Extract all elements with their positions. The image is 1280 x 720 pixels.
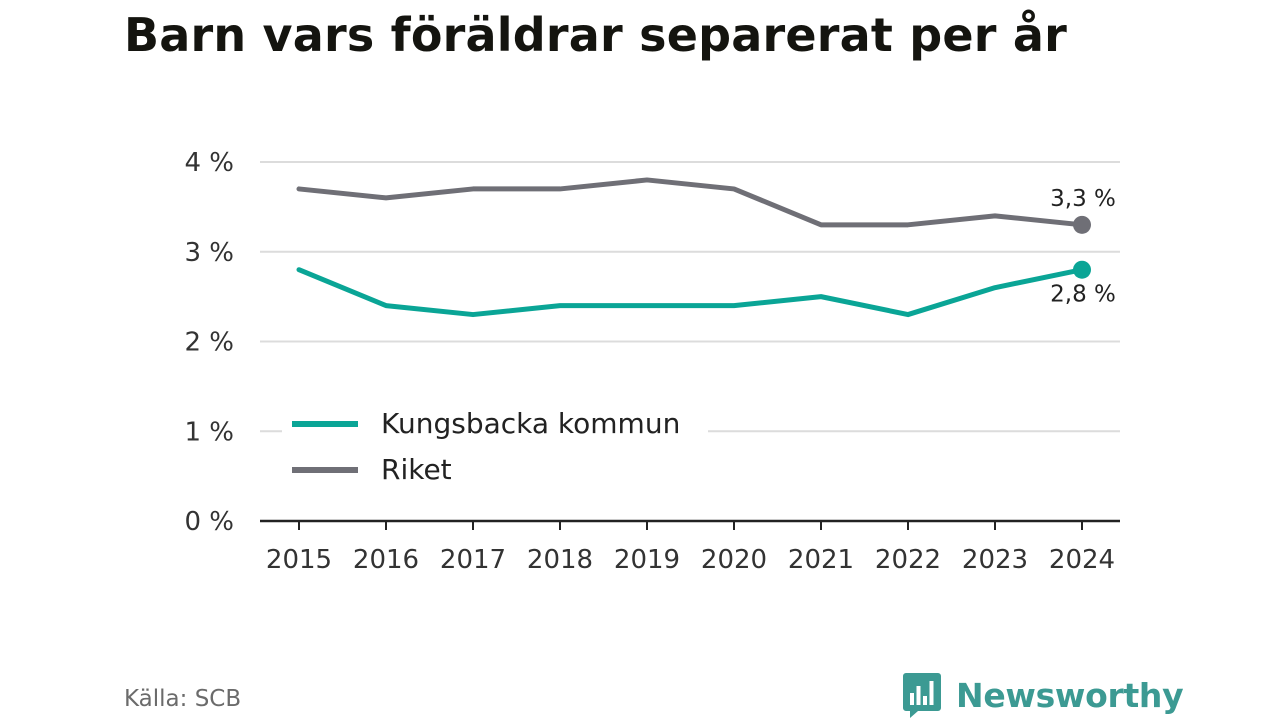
y-tick-label: 1 % <box>184 417 234 447</box>
y-axis-ticks: 0 % 1 % 2 % 3 % 4 % <box>184 148 234 537</box>
x-tick-label: 2021 <box>788 545 854 575</box>
y-tick-label: 3 % <box>184 238 234 268</box>
x-tick-label: 2024 <box>1049 545 1115 575</box>
chart-title: Barn vars föräldrar separerat per år <box>124 8 1068 62</box>
series-line-kungsbacka <box>296 267 1085 318</box>
y-tick-label: 0 % <box>184 507 234 537</box>
series-lines: 3,3 % 2,8 % <box>296 177 1116 318</box>
x-tick-label: 2019 <box>614 545 680 575</box>
newsworthy-logo-icon <box>903 673 941 718</box>
y-tick-label: 4 % <box>184 148 234 178</box>
legend-label: Riket <box>381 453 452 486</box>
x-axis: 2015 2016 2017 2018 2019 2020 2021 2022 2023 2024 <box>260 519 1120 575</box>
brand-name: Newsworthy <box>956 675 1184 715</box>
x-tick-label: 2020 <box>701 545 767 575</box>
x-tick-label: 2017 <box>440 545 506 575</box>
source-note: Källa: SCB <box>124 686 242 712</box>
y-tick-label: 2 % <box>184 328 234 358</box>
legend: Kungsbacka kommun Riket <box>282 398 708 492</box>
x-tick-label: 2016 <box>353 545 419 575</box>
x-tick-label: 2018 <box>527 545 593 575</box>
x-tick-label: 2022 <box>875 545 941 575</box>
series-line-riket <box>296 177 1085 228</box>
legend-label: Kungsbacka kommun <box>381 407 680 440</box>
gridlines <box>260 161 1120 433</box>
end-point-riket <box>1073 215 1091 234</box>
x-tick-label: 2015 <box>266 545 332 575</box>
brand-logo: Newsworthy <box>902 671 1184 719</box>
end-value-label: 2,8 % <box>1050 282 1116 308</box>
x-tick-label: 2023 <box>962 545 1028 575</box>
legend-background <box>282 398 708 492</box>
end-value-label: 3,3 % <box>1050 186 1116 212</box>
end-point-kungsbacka <box>1073 260 1091 279</box>
